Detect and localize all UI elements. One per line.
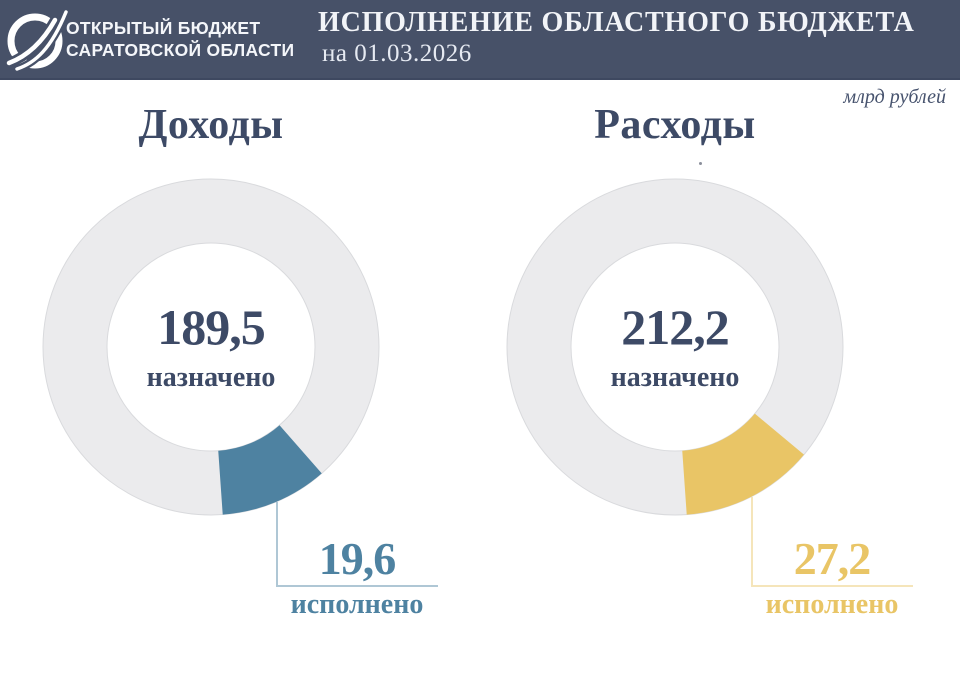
revenue-executed-label: исполнено — [290, 589, 424, 620]
logo-text: ОТКРЫТЫЙ БЮДЖЕТ САРАТОВСКОЙ ОБЛАСТИ — [66, 17, 294, 61]
stray-dot — [699, 162, 702, 165]
header-bar: ОТКРЫТЫЙ БЮДЖЕТ САРАТОВСКОЙ ОБЛАСТИ ИСПО… — [0, 0, 960, 80]
open-budget-logo-icon — [6, 10, 69, 71]
logo-text-line2: САРАТОВСКОЙ ОБЛАСТИ — [66, 40, 295, 60]
revenue-callout-line-horizontal — [276, 585, 438, 587]
chart-title-revenue: Доходы — [138, 102, 284, 148]
expenses-callout-line-horizontal — [751, 585, 913, 587]
chart-title-expenses: Расходы — [594, 102, 756, 148]
revenue-callout-line-vertical — [276, 502, 278, 585]
expenses-chart-panel: Расходы 212,2 назначено 27,2 исполнено — [470, 95, 950, 660]
revenue-chart-panel: Доходы 189,5 назначено 19,6 исполнено — [6, 95, 476, 660]
logo-text-line1: ОТКРЫТЫЙ БЮДЖЕТ — [66, 18, 261, 38]
expenses-executed-label: исполнено — [765, 589, 899, 620]
units-label: млрд рублей — [843, 86, 946, 108]
revenue-donut-chart — [42, 178, 380, 516]
report-date: на 01.03.2026 — [322, 40, 472, 67]
revenue-executed-value: 19,6 — [318, 533, 397, 584]
expenses-callout-line-vertical — [751, 497, 753, 585]
infographic-title: ИСПОЛНЕНИЕ ОБЛАСТНОГО БЮДЖЕТА — [318, 7, 915, 38]
expenses-executed-value: 27,2 — [793, 533, 872, 584]
expenses-donut-chart — [506, 178, 844, 516]
